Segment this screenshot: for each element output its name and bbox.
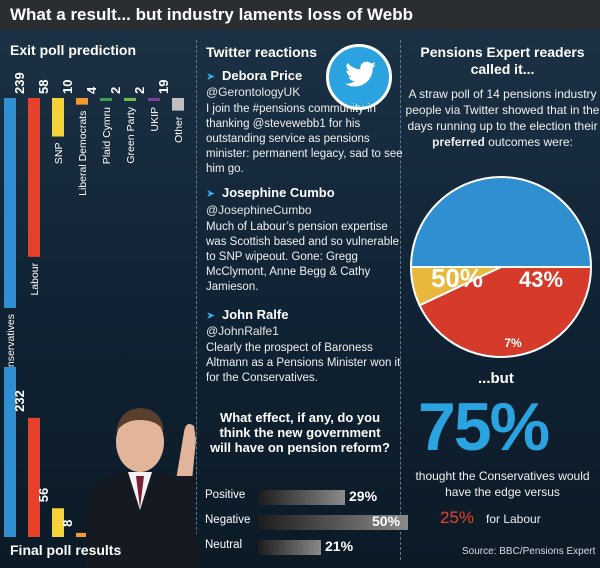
final-poll-value: 232 [12, 390, 27, 412]
reform-row-label: Neutral [205, 539, 243, 551]
exit-poll-bar [124, 98, 136, 101]
exit-poll-value: 2 [132, 87, 147, 94]
final-poll-bar [76, 532, 88, 537]
final-poll-value: 8 [60, 520, 75, 527]
party-label: Other [173, 116, 185, 143]
header-bar: What a result... but industry laments lo… [0, 0, 600, 30]
page-title: What a result... but industry laments lo… [10, 5, 414, 24]
final-poll-heading: Final poll results [10, 542, 122, 558]
tweet-author-handle[interactable]: @JohnRalfe1 [206, 324, 279, 338]
column-divider-right [400, 40, 402, 560]
reform-row-label: Negative [205, 514, 251, 526]
tweet-author-handle[interactable]: @JosephineCumbo [206, 203, 312, 217]
exit-poll-bar [4, 98, 16, 309]
labour-label: for Labour [486, 512, 541, 526]
expert-intro-end: outcomes were: [484, 135, 573, 149]
reform-bar [258, 515, 408, 530]
labour-percentage: 25% [440, 508, 475, 527]
tweet-text: Much of Labour’s pension expertise was S… [206, 221, 400, 293]
reform-bar [258, 490, 345, 505]
exit-poll-bar [28, 98, 40, 257]
cameron-photo [86, 408, 201, 568]
tweet-arrow-icon: ➤ [206, 71, 216, 83]
question-panel: What effect, if any, do you think the ne… [200, 400, 394, 560]
twitter-heading: Twitter reactions [206, 44, 317, 60]
expert-heading: Pensions Expert readers called it... [420, 44, 585, 77]
exit-poll-value: 10 [60, 80, 75, 94]
tweet-arrow-icon: ➤ [206, 310, 216, 322]
source-note: Source: BBC/Pensions Expert [462, 546, 596, 557]
final-poll-value: 56 [36, 488, 51, 502]
final-poll-bar [28, 417, 40, 537]
exit-poll-value: 2 [108, 87, 123, 94]
expert-intro-text: A straw poll of 14 pensions industry peo… [405, 87, 600, 133]
final-poll-value: 331 [0, 339, 3, 361]
tweet-text: I join the #pensions community in thanki… [206, 103, 403, 175]
party-label: Liberal Democrats [77, 111, 89, 196]
tweet-author-name: John Ralfe [222, 307, 289, 322]
reform-value: 50% [372, 513, 401, 529]
pie-label: 7% [504, 336, 522, 350]
pie-label: 43% [519, 267, 563, 292]
tweet-author-name: Josephine Cumbo [222, 185, 335, 200]
tweet-author-handle[interactable]: @GerontologyUK [206, 85, 301, 99]
party-seat-chart: 316 Conservatives 239 Labour 58 SNP 10 Liberal … [0, 72, 185, 537]
party-label: Green Party [125, 106, 137, 163]
exit-poll-bar [172, 98, 184, 111]
pie-label: 50% [431, 263, 483, 293]
exit-poll-value: 19 [156, 80, 171, 94]
pie-slice [418, 266, 593, 358]
exit-poll-bar [76, 98, 88, 105]
party-label: Labour [29, 262, 41, 295]
big-percentage: 75% [418, 389, 550, 465]
party-label: Conservatives [5, 314, 17, 381]
party-label: UKIP [149, 107, 161, 132]
versus-text: thought the Conservatives would have the… [415, 469, 590, 499]
reform-row-label: Positive [205, 489, 246, 501]
exit-poll-value: 316 [0, 72, 3, 94]
exit-poll-bar [100, 98, 112, 101]
party-label: Plaid Cymru [101, 107, 113, 164]
exit-poll-value: 239 [12, 72, 27, 94]
exit-poll-value: 4 [84, 86, 99, 94]
tweet-arrow-icon: ➤ [206, 188, 216, 200]
final-poll-bar [4, 367, 16, 537]
expert-intro-emphasis: preferred [432, 135, 485, 149]
exit-poll-bar [52, 98, 64, 137]
twitter-bird-icon [345, 61, 376, 87]
expert-intro: A straw poll of 14 pensions industry peo… [405, 86, 600, 150]
final-poll-bar [52, 508, 64, 537]
exit-poll-value: 58 [36, 80, 51, 94]
preferred-outcome-pie: 50% 43% 7% [409, 176, 593, 358]
pie-slice [409, 266, 502, 307]
column-divider-left [196, 40, 198, 560]
party-label: SNP [53, 143, 65, 165]
pie-slice [409, 176, 593, 268]
exit-poll-bar [148, 98, 160, 101]
question-title: What effect, if any, do you think the ne… [210, 410, 390, 455]
reform-value: 21% [325, 538, 354, 554]
tweet-text: Clearly the prospect of Baroness Altmann… [206, 342, 401, 384]
exit-poll-heading: Exit poll prediction [10, 42, 137, 58]
but-text: ...but [478, 370, 514, 387]
twitter-logo [326, 44, 392, 110]
reform-value: 29% [349, 488, 378, 504]
tweet-author-name: Debora Price [222, 68, 303, 83]
reform-bar [258, 540, 321, 555]
